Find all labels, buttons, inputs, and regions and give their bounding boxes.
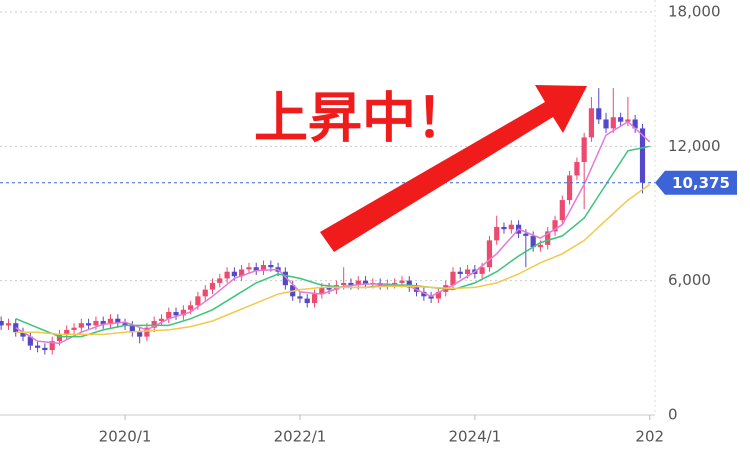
candle-body [100, 320, 106, 325]
candle-body [253, 267, 259, 271]
candle-body [56, 334, 63, 342]
y-tick-label: 0 [668, 406, 678, 424]
candle-body [596, 108, 602, 120]
candle-body [64, 329, 70, 335]
candle-body [129, 325, 135, 333]
candle-body [151, 320, 157, 328]
x-tick-label: 2022/1 [274, 428, 327, 446]
candle-body [107, 318, 114, 325]
candle-body [355, 280, 361, 286]
annotation: 上昇中！ [254, 87, 470, 150]
moving-average-line [15, 183, 651, 336]
annotation-arrow [320, 85, 587, 252]
plot-area: 0 6,000 12,000 18,000 2020/1 2022/1 2024/1 202 [0, 3, 721, 446]
candle-body [246, 267, 252, 270]
candle-body [421, 291, 427, 297]
current-price-label: 10,375 [672, 174, 730, 192]
candle-body [501, 226, 507, 230]
current-price-box [655, 170, 737, 195]
candle-body [610, 117, 616, 129]
candle-body [639, 128, 646, 183]
candle-body [552, 220, 558, 232]
candle-body [326, 287, 332, 290]
candle-body [574, 162, 580, 176]
candle-body [566, 175, 573, 201]
candle-body [224, 271, 230, 279]
candle-body [239, 269, 245, 277]
candle-body [20, 332, 26, 337]
candle-body [406, 280, 412, 288]
candle-body [137, 332, 143, 337]
y-tick-label: 12,000 [668, 137, 721, 155]
candle-body [450, 271, 456, 286]
candle-body [42, 347, 48, 351]
candle-body [93, 320, 99, 326]
candle-body [392, 282, 398, 285]
candle-body [231, 271, 237, 277]
candle-body [348, 282, 354, 286]
candle-body [399, 280, 405, 283]
candle-body [5, 323, 12, 326]
candle-body [35, 345, 41, 348]
candle-body [341, 282, 347, 286]
candle-body [180, 309, 186, 316]
candle-body [428, 296, 434, 299]
y-tick-label: 18,000 [668, 3, 721, 21]
candle-body [319, 287, 325, 295]
candle-body [479, 267, 485, 274]
candle-body [78, 323, 84, 328]
candle-body [588, 108, 595, 138]
candle-body [632, 119, 638, 129]
candle-body [581, 137, 587, 163]
moving-average-line [15, 145, 650, 338]
candle-body [202, 289, 208, 297]
x-tick-label: 2024/1 [448, 428, 501, 446]
candle-body [537, 244, 544, 248]
candle-body [508, 224, 514, 230]
candle-body [115, 318, 121, 324]
candle-body [494, 226, 500, 241]
x-tick-label: 202 [635, 428, 664, 446]
candle-body [27, 336, 33, 346]
candle-body [457, 271, 463, 274]
candle-body [0, 320, 4, 326]
candle-body [268, 264, 274, 268]
candle-body [523, 233, 529, 236]
moving-average-line [15, 120, 651, 345]
candle-body [545, 231, 551, 245]
candle-body [158, 318, 165, 321]
candle-body [311, 294, 318, 304]
candle-body [464, 269, 471, 274]
candle-body [166, 312, 172, 319]
candle-body [362, 280, 369, 285]
candle-body [71, 327, 77, 330]
x-tick-label: 2020/1 [99, 428, 152, 446]
candle-body [559, 200, 565, 221]
candle-body [260, 264, 267, 271]
candle-body [195, 296, 201, 306]
candle-body [217, 278, 223, 283]
candle-body [603, 119, 609, 129]
candle-body [304, 298, 310, 304]
y-tick-label: 6,000 [668, 271, 711, 289]
candle-body [85, 323, 92, 326]
candle-body [282, 271, 288, 286]
candle-body [188, 305, 194, 310]
candle-body [530, 235, 536, 248]
candle-body [625, 119, 631, 122]
candle-body [618, 117, 624, 122]
candle-body [435, 291, 441, 299]
candle-body [144, 327, 150, 337]
candle-body [209, 282, 216, 290]
candle-body [122, 323, 128, 326]
candle-body [173, 312, 179, 316]
candle-body [49, 341, 55, 351]
candle-body [486, 240, 493, 268]
candle-body [297, 296, 303, 299]
